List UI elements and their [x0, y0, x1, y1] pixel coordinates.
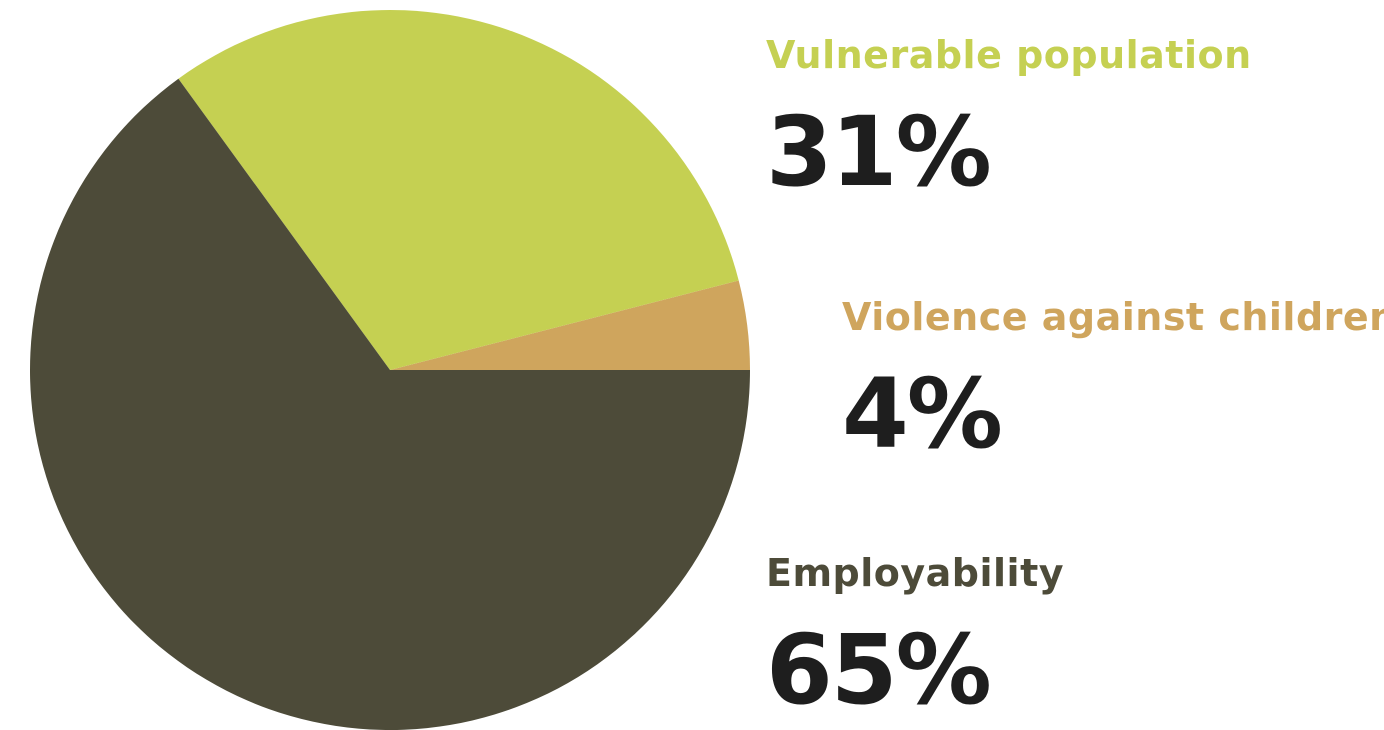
legend-item-vulnerable-population: Vulnerable population 31% [766, 36, 1252, 200]
legend-label-violence-against-children: Violence against children [842, 295, 1384, 339]
legend-value-vulnerable-population: 31% [766, 96, 992, 208]
legend-item-employability: Employability 65% [766, 554, 1064, 718]
pie-slice-employability [30, 78, 751, 730]
pie-slice-violence-against-children [390, 280, 750, 370]
legend-value-violence-against-children: 4% [842, 358, 1003, 470]
legend-label-vulnerable-population: Vulnerable population [766, 33, 1252, 77]
pie-slices [30, 9, 751, 730]
legend-value-employability: 65% [766, 614, 992, 726]
pie-chart [30, 9, 751, 730]
legend-item-violence-against-children: Violence against children 4% [842, 298, 1384, 462]
legend-label-employability: Employability [766, 551, 1065, 595]
pie-slice-vulnerable-population [178, 9, 739, 371]
